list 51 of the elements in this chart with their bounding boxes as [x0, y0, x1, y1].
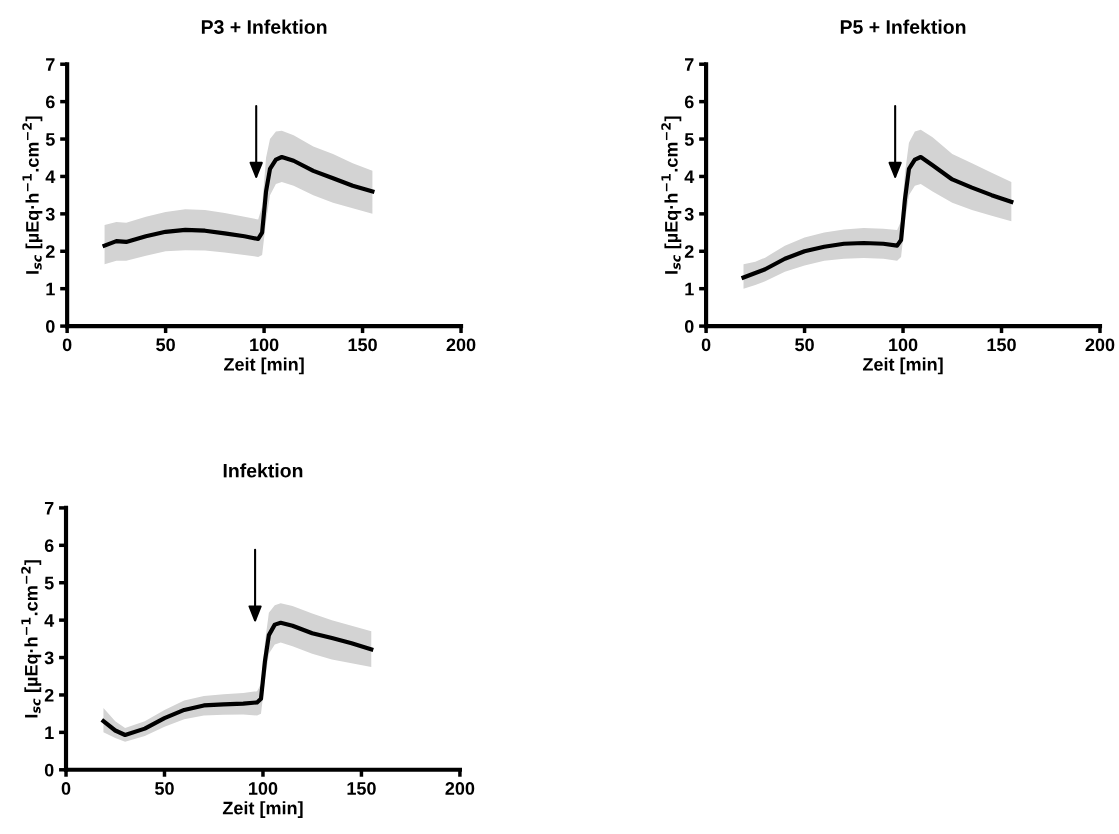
x-tick-label: 200 — [1085, 338, 1115, 352]
x-axis-title: Zeit [min] — [224, 357, 304, 375]
x-axis-title: Zeit [min] — [222, 801, 303, 819]
x-tick-label: 0 — [701, 338, 711, 352]
line-series — [741, 154, 1014, 280]
x-tick-label: 50 — [155, 782, 174, 795]
y-tick-label: 2 — [45, 245, 55, 258]
x-axis-title: Zeit [min] — [862, 357, 943, 375]
x-tick-label: 150 — [348, 338, 377, 352]
x-tick-label: 0 — [62, 338, 72, 352]
y-tick-label: 1 — [46, 282, 55, 296]
y-tick-label: 4 — [684, 170, 695, 183]
y-tick-label: 5 — [45, 133, 55, 146]
y-tick-label: 6 — [684, 95, 694, 109]
x-tick-label: 150 — [347, 782, 376, 795]
y-tick-label: 7 — [44, 502, 54, 515]
x-tick-label: 50 — [795, 338, 814, 352]
x-tick-label: 200 — [446, 338, 476, 352]
x-tick-label: 100 — [889, 338, 918, 352]
chart-title: P3 + Infektion — [201, 19, 327, 34]
y-tick-label: 4 — [45, 170, 56, 183]
chart-title: P5 + Infektion — [840, 19, 966, 34]
y-tick-label: 5 — [44, 576, 54, 590]
x-tick-label: 150 — [987, 338, 1016, 352]
x-tick-label: 50 — [156, 338, 175, 352]
y-axis-title: I$_{sc}$ [µEq·h$^{−1}$.cm$^{−2}$] — [661, 116, 682, 274]
y-axis-title: I$_{sc}$ [µEq·h$^{−1}$.cm$^{−2}$] — [22, 116, 43, 274]
y-tick-label: 0 — [46, 320, 55, 333]
chart-title: Infektion — [223, 463, 303, 478]
y-tick-label: 5 — [684, 133, 694, 146]
y-tick-label: 2 — [44, 688, 54, 702]
y-tick-label: 7 — [46, 58, 55, 71]
y-tick-label: 3 — [45, 207, 55, 221]
y-axis-title: I$_{sc}$ [µEq·h$^{−1}$.cm$^{−2}$] — [21, 560, 42, 718]
y-tick-label: 3 — [44, 651, 54, 665]
y-tick-label: 4 — [44, 614, 55, 627]
y-tick-label: 6 — [45, 95, 55, 109]
y-tick-label: 3 — [684, 207, 694, 221]
x-tick-label: 200 — [445, 782, 475, 795]
x-tick-label: 100 — [250, 338, 279, 352]
y-tick-label: 1 — [685, 282, 694, 296]
y-tick-label: 0 — [684, 320, 694, 333]
y-tick-label: 6 — [44, 539, 54, 553]
y-tick-label: 1 — [45, 726, 54, 739]
x-tick-label: 100 — [249, 782, 278, 795]
y-tick-label: 7 — [685, 58, 694, 71]
y-tick-label: 2 — [684, 245, 694, 258]
y-tick-label: 0 — [44, 763, 54, 777]
line-series — [102, 154, 375, 248]
line-series — [101, 620, 374, 738]
x-tick-label: 0 — [61, 782, 71, 795]
